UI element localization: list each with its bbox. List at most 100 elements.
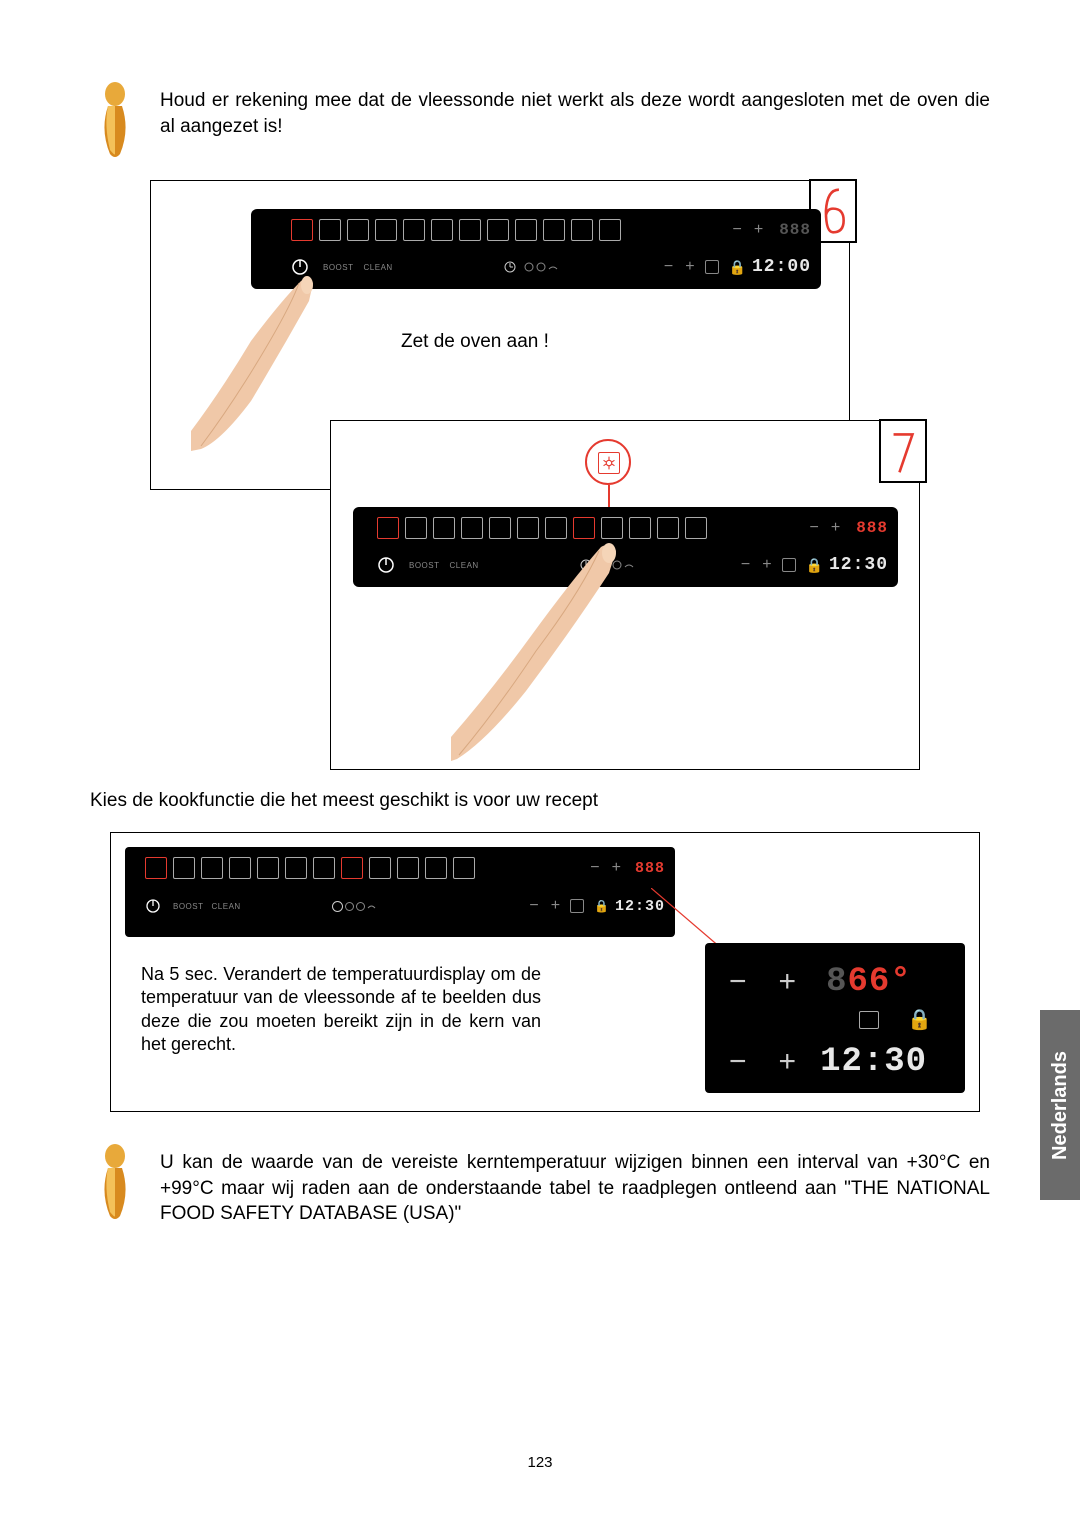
time-display: 12:00 [752, 257, 811, 277]
zoom-display: − + 866° 🔒 − + 12:30 [705, 943, 965, 1093]
instruction-text: Kies de kookfunctie die het meest geschi… [90, 790, 990, 812]
mode-icon [601, 517, 623, 539]
mode-icon [257, 857, 279, 879]
clean-label: CLEAN [364, 263, 393, 272]
mode-icon [397, 857, 419, 879]
language-tab: Nederlands [1040, 1010, 1080, 1200]
mode-icon [629, 517, 651, 539]
mode-icon [369, 857, 391, 879]
small-icon [535, 261, 547, 273]
figure-c-description: Na 5 sec. Verandert de temperatuurdispla… [141, 963, 541, 1057]
small-icon [523, 261, 535, 273]
figure-step-7: − + 888 BOOST CLEAN − [330, 420, 920, 770]
caption-step-6: Zet de oven aan ! [401, 331, 549, 353]
info-note-1: Houd er rekening mee dat de vleessonde n… [90, 80, 990, 160]
minus-icon: − [529, 897, 538, 915]
mode-icon [515, 219, 537, 241]
mode-icon [201, 857, 223, 879]
mode-icon [657, 517, 679, 539]
mode-icon-selected [573, 517, 595, 539]
callout-circle [585, 439, 631, 485]
mode-icon-fan [598, 452, 620, 474]
plus-icon: + [762, 556, 771, 574]
plus-icon: + [685, 258, 694, 276]
mode-icon [285, 857, 307, 879]
lock-icon: 🔒 [806, 557, 823, 574]
hand-pointer [451, 541, 651, 761]
small-icon [355, 901, 366, 912]
plus-icon: + [831, 519, 840, 537]
mode-icon [347, 219, 369, 241]
mode-icon-selected [341, 857, 363, 879]
minus-icon: − [810, 519, 819, 537]
minus-icon: − [729, 965, 747, 999]
power-icon [145, 898, 161, 914]
minus-icon: − [741, 556, 750, 574]
plus-icon: + [612, 859, 621, 877]
mode-icon [453, 857, 475, 879]
temp-display-dim: 888 [779, 221, 811, 239]
mode-icon [375, 219, 397, 241]
info-note-2: U kan de waarde van de vereiste kerntemp… [90, 1142, 990, 1227]
minus-icon: − [733, 221, 742, 239]
plus-icon: + [779, 965, 797, 999]
mode-icon [543, 219, 565, 241]
mode-icon [571, 219, 593, 241]
mode-icon [431, 219, 453, 241]
figure-group-6-7: − + 888 BOOST CLEAN − [150, 180, 920, 770]
temp-hundreds-dim: 8 [826, 963, 847, 1001]
lock-icon: 🔒 [907, 1007, 932, 1032]
mode-icon [173, 857, 195, 879]
mode-icon [145, 857, 167, 879]
note-2-text: U kan de waarde van de vereiste kerntemp… [160, 1142, 990, 1227]
mode-icon [405, 517, 427, 539]
wifi-icon [366, 901, 377, 912]
temp-display: 888 [635, 860, 665, 877]
clean-label: CLEAN [212, 902, 241, 911]
lock-icon: 🔒 [594, 899, 609, 913]
step-badge-7 [879, 419, 927, 483]
lock-icon: 🔒 [729, 259, 746, 276]
info-icon [90, 1142, 140, 1222]
language-label: Nederlands [1049, 1051, 1072, 1160]
mode-icon [313, 857, 335, 879]
mode-icon [291, 219, 313, 241]
plus-icon: + [754, 221, 763, 239]
mode-icon [461, 517, 483, 539]
figure-c: − + 888 BOOST CLEAN − + [110, 832, 980, 1112]
lock-box-icon [782, 558, 796, 572]
small-icon [344, 901, 355, 912]
timer-icon [503, 260, 517, 274]
oven-panel-c: − + 888 BOOST CLEAN − + [125, 847, 675, 937]
mode-icon [377, 517, 399, 539]
figure-c-wrap: − + 888 BOOST CLEAN − + [110, 832, 980, 1112]
minus-icon: − [729, 1045, 747, 1079]
wifi-icon [547, 261, 559, 273]
plus-icon: + [779, 1045, 797, 1079]
minus-icon: − [664, 258, 673, 276]
boost-label: BOOST [173, 902, 204, 911]
minus-icon: − [590, 859, 599, 877]
info-icon [90, 80, 140, 160]
mode-icon [229, 857, 251, 879]
timer-icon [331, 900, 344, 913]
power-icon [377, 556, 395, 574]
mode-icon [433, 517, 455, 539]
plus-icon: + [551, 897, 560, 915]
zoom-temp: 66° [847, 963, 911, 1001]
mode-icon [685, 517, 707, 539]
lock-box-icon [705, 260, 719, 274]
zoom-time: 12:30 [820, 1043, 927, 1081]
page-number: 123 [0, 1454, 1080, 1471]
mode-icon [489, 517, 511, 539]
lock-box-icon [570, 899, 584, 913]
mode-icon [319, 219, 341, 241]
temp-display: 888 [856, 519, 888, 537]
time-display: 12:30 [829, 555, 888, 575]
note-1-text: Houd er rekening mee dat de vleessonde n… [160, 80, 990, 139]
leader-line [608, 485, 610, 509]
mode-icon [517, 517, 539, 539]
mode-icon [425, 857, 447, 879]
mode-icon [487, 219, 509, 241]
mode-icon [599, 219, 621, 241]
